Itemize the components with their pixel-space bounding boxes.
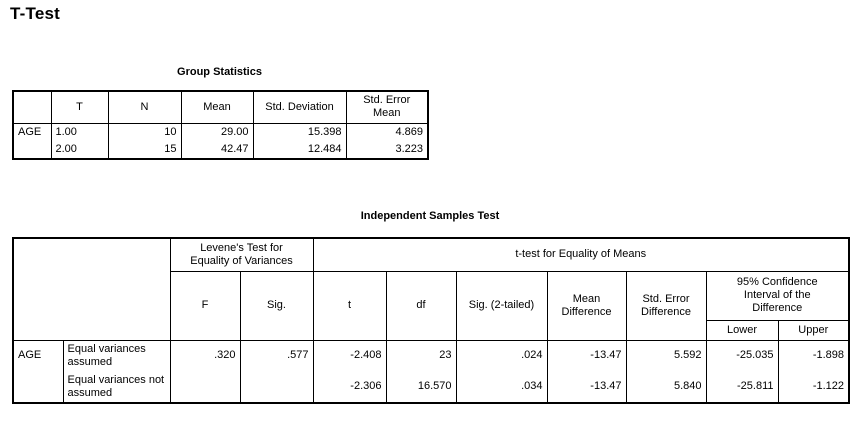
col-header-upper: Upper [777, 319, 850, 341]
ci-span-header: 95% Confidence Interval of the Differenc… [705, 270, 850, 321]
col-header-group-var: T [50, 90, 109, 124]
cell-df-assumed: 23 [385, 340, 457, 371]
ci-span-header-label: 95% Confidence Interval of the Differenc… [736, 276, 818, 314]
col-header-n: N [107, 90, 182, 124]
page-title: T-Test [10, 4, 61, 23]
col-header-f: F [169, 270, 241, 341]
group-stats-header-row: T N Mean Std. Deviation Std. Error Mean [12, 90, 429, 124]
col-header-std-error-difference: Std. Error Difference [625, 270, 707, 341]
col-header-sig: Sig. [239, 270, 314, 341]
column-header-row: F Sig. t df Sig. (2-tailed) Mean Differe… [13, 270, 850, 341]
col-header-df: df [385, 270, 457, 341]
cell-mean-1: 29.00 [180, 123, 254, 141]
row-desc-not-assumed: Equal variances not assumed [62, 371, 171, 403]
col-header-std-error-mean-label: Std. Error Mean [363, 94, 411, 120]
cell-mean-diff-not-assumed: -13.47 [546, 371, 627, 403]
col-header-sig-2-tailed: Sig. (2-tailed) [455, 270, 548, 341]
col-header-lower: Lower [705, 319, 779, 341]
test-row-equal-variances-assumed: AGE Equal variances assumed .320 .577 -2… [12, 340, 850, 371]
test-corner-cell [12, 237, 171, 341]
row-label-age: AGE [12, 340, 64, 371]
cell-std-err-1: 4.869 [345, 123, 429, 141]
cell-sig-assumed: .577 [239, 340, 314, 371]
group-stats-corner-cell [12, 90, 52, 124]
cell-upper-not-assumed: -1.122 [777, 371, 850, 403]
group-stats-row-2: 2.00 15 42.47 12.484 3.223 [12, 141, 429, 159]
cell-lower-assumed: -25.035 [705, 340, 779, 371]
cell-upper-assumed: -1.898 [777, 340, 850, 371]
col-header-mean-difference-label: Mean Difference [561, 292, 612, 318]
cell-mean-2: 42.47 [180, 141, 254, 159]
span-header-row: Levene's Test for Equality of Variances … [12, 237, 850, 341]
col-header-std-deviation: Std. Deviation [252, 90, 347, 124]
levene-span-header-label: Levene's Test for Equality of Variances [190, 241, 293, 267]
cell-f-assumed: .320 [169, 340, 241, 371]
row-label-blank [12, 371, 64, 403]
cell-std-dev-1: 15.398 [252, 123, 347, 141]
independent-samples-test-title: Independent Samples Test [360, 210, 500, 222]
cell-n-1: 10 [107, 123, 182, 141]
cell-lower-not-assumed: -25.811 [705, 371, 779, 403]
cell-std-err-2: 3.223 [345, 141, 429, 159]
independent-samples-test-table: Levene's Test for Equality of Variances … [12, 237, 851, 404]
row-label-age: AGE [12, 123, 52, 141]
cell-mean-diff-assumed: -13.47 [546, 340, 627, 371]
cell-std-dev-2: 12.484 [252, 141, 347, 159]
group-statistics-title: Group Statistics [177, 66, 262, 78]
ttest-span-header: t-test for Equality of Means [312, 237, 850, 272]
cell-group-2: 2.00 [50, 141, 109, 159]
cell-t-not-assumed: -2.306 [312, 371, 387, 403]
group-statistics-table: T N Mean Std. Deviation Std. Error Mean … [12, 90, 429, 160]
row-desc-assumed: Equal variances assumed [62, 340, 171, 371]
col-header-t: t [312, 270, 387, 341]
cell-se-diff-assumed: 5.592 [625, 340, 707, 371]
row-label-blank [12, 141, 52, 159]
cell-group-1: 1.00 [50, 123, 109, 141]
test-row-equal-variances-not-assumed: Equal variances not assumed -2.306 16.57… [12, 371, 850, 403]
col-header-std-error-mean: Std. Error Mean [345, 90, 429, 124]
cell-t-assumed: -2.408 [312, 340, 387, 371]
cell-df-not-assumed: 16.570 [385, 371, 457, 403]
cell-f-not-assumed [169, 371, 241, 403]
col-header-std-error-difference-label: Std. Error Difference [641, 292, 691, 318]
group-stats-row-1: AGE 1.00 10 29.00 15.398 4.869 [12, 123, 429, 141]
cell-sig2-assumed: .024 [455, 340, 548, 371]
cell-se-diff-not-assumed: 5.840 [625, 371, 707, 403]
cell-sig-not-assumed [239, 371, 314, 403]
cell-n-2: 15 [107, 141, 182, 159]
levene-span-header: Levene's Test for Equality of Variances [169, 237, 314, 272]
ci-subheader-row: Lower Upper [13, 319, 850, 341]
cell-sig2-not-assumed: .034 [455, 371, 548, 403]
col-header-mean: Mean [180, 90, 254, 124]
col-header-mean-difference: Mean Difference [546, 270, 627, 341]
